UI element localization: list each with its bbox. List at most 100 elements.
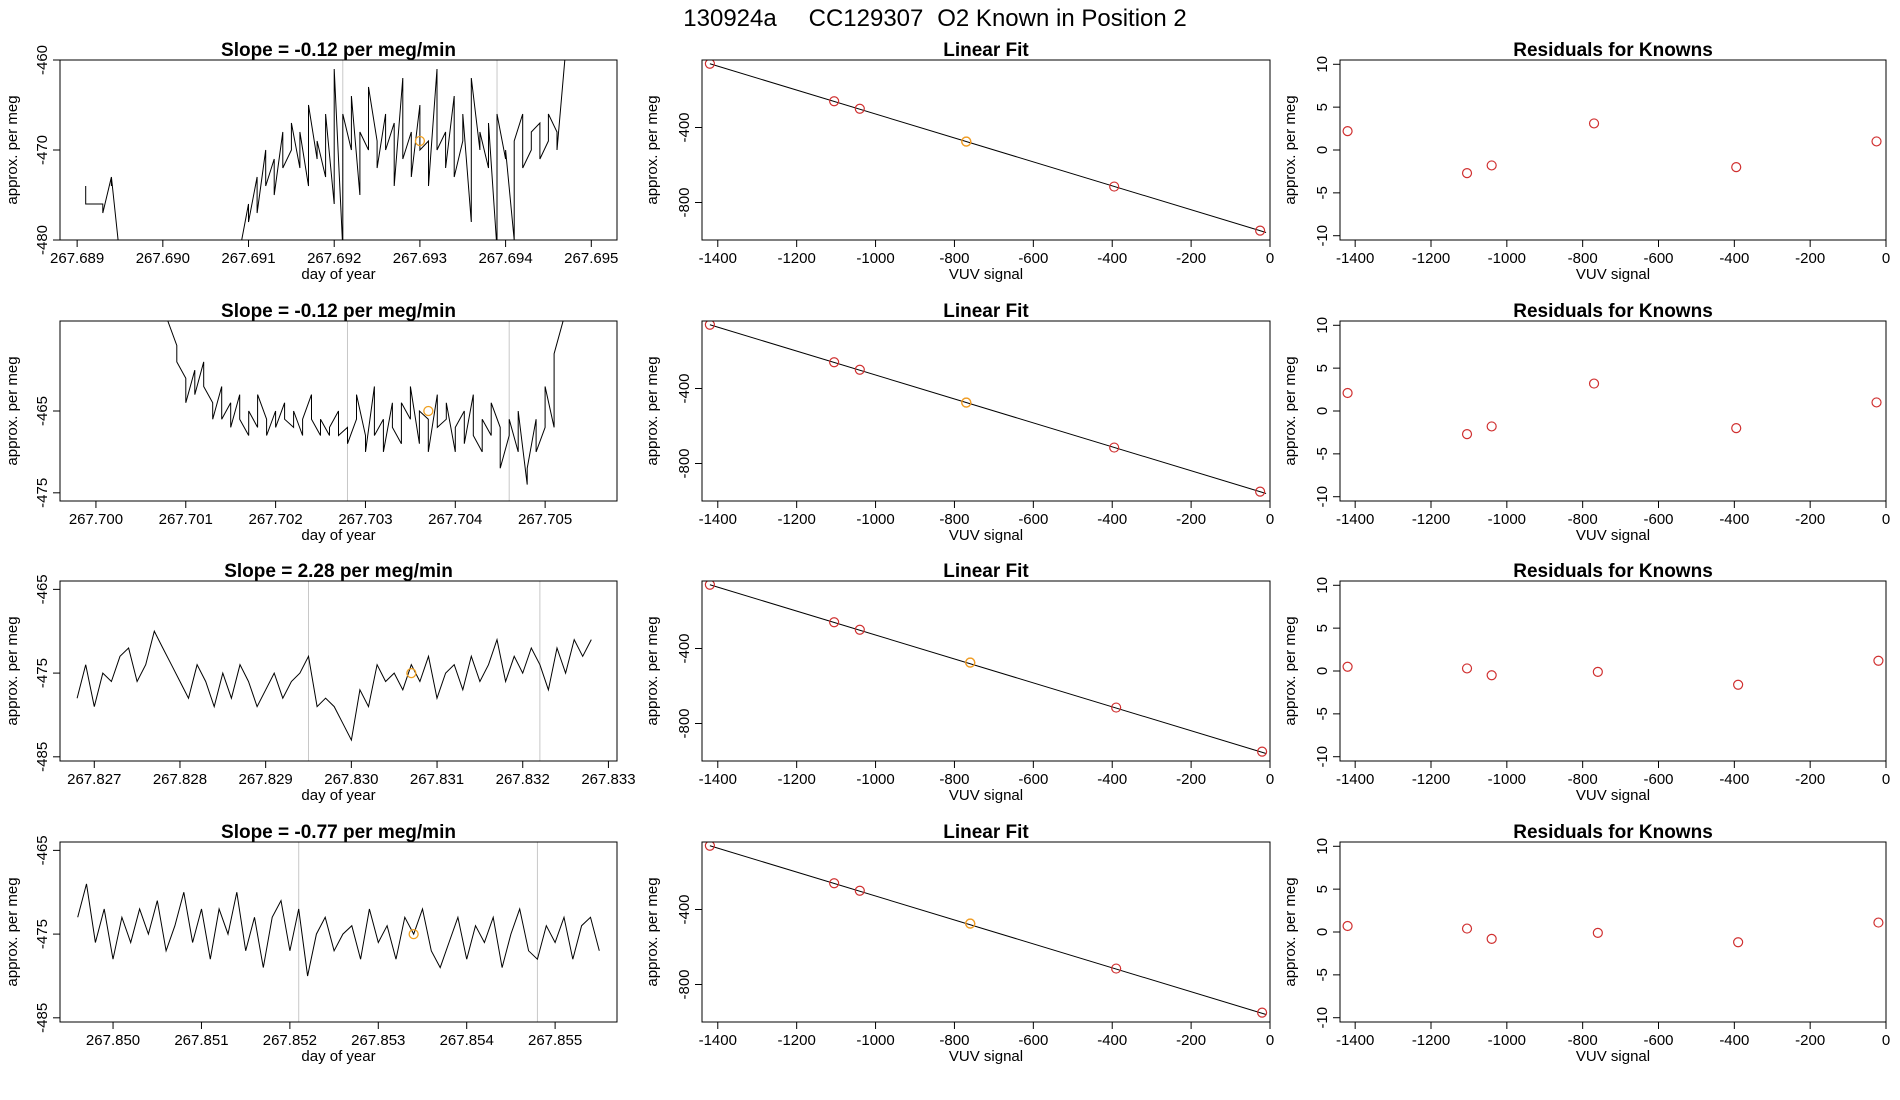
- highlight-point: [408, 928, 419, 940]
- y-tick-label: 5: [1314, 103, 1331, 111]
- x-tick-label: 267.853: [351, 1032, 405, 1049]
- x-tick-label: -400: [1097, 771, 1127, 788]
- panel-title: Slope = -0.77 per meg/min: [221, 822, 456, 843]
- x-tick-label: 267.831: [410, 771, 464, 788]
- panel-residuals-row4: Residuals for Knowns-1400 -1200 -1000 -800-…: [1282, 822, 1890, 1065]
- x-axis-label: VUV signal: [1576, 1048, 1650, 1065]
- data-point: [1461, 429, 1473, 440]
- y-tick-label: -465: [34, 396, 51, 426]
- y-tick-label: -800: [676, 969, 693, 999]
- data-point: [1342, 661, 1353, 672]
- data-point: [1461, 663, 1473, 674]
- y-tick-label: -10: [1314, 1007, 1331, 1029]
- x-tick-label: 267.695: [564, 250, 618, 267]
- x-tick-label: -1400: [1336, 1032, 1374, 1049]
- y-axis-label: approx. per meg: [644, 95, 661, 204]
- x-tick-label: -600: [1018, 250, 1048, 267]
- drift-series-line: [167, 321, 564, 485]
- y-tick-label: 10: [1314, 56, 1331, 73]
- x-tick-label: -1200: [777, 511, 815, 528]
- y-tick-label: -5: [1314, 968, 1331, 981]
- plot-frame: [1339, 59, 1887, 241]
- highlight-point: [961, 136, 972, 147]
- plot-frame: [701, 580, 1271, 762]
- x-tick-label: 267.692: [307, 250, 361, 267]
- y-tick-label: -5: [1314, 447, 1331, 460]
- x-tick-label: -600: [1643, 511, 1673, 528]
- drift-series-line: [76, 629, 592, 742]
- x-tick-label: -1400: [699, 771, 737, 788]
- x-tick-label: -1200: [777, 771, 815, 788]
- data-point: [1109, 442, 1120, 453]
- x-tick-label: -200: [1795, 1032, 1825, 1049]
- y-tick-label: 10: [1314, 577, 1331, 594]
- x-tick-label: 267.694: [478, 250, 532, 267]
- fit-line: [709, 584, 1267, 754]
- y-tick-label: 0: [1314, 407, 1331, 415]
- plot-frame: [59, 59, 618, 241]
- data-point: [1111, 963, 1122, 974]
- plot-frame: [701, 320, 1271, 502]
- x-tick-label: 267.833: [581, 771, 635, 788]
- y-axis-label: approx. per meg: [4, 356, 21, 465]
- data-point: [1255, 486, 1266, 497]
- y-axis-label: approx. per meg: [1282, 356, 1299, 465]
- plot-frame: [59, 841, 618, 1023]
- x-tick-label: -1200: [777, 250, 815, 267]
- y-tick-label: -400: [676, 633, 693, 663]
- y-tick-label: -800: [676, 187, 693, 217]
- plot-area: [704, 842, 1268, 1018]
- x-tick-label: 0: [1882, 511, 1890, 528]
- main-title-cylinder: CC129307: [809, 5, 924, 32]
- highlight-point: [406, 667, 417, 679]
- plot-area: [1342, 917, 1884, 948]
- x-tick-label: -400: [1097, 1032, 1127, 1049]
- data-point: [1873, 917, 1884, 928]
- x-tick-label: 267.700: [69, 511, 123, 528]
- x-tick-label: -200: [1795, 250, 1825, 267]
- x-tick-label: -1400: [699, 1032, 737, 1049]
- y-tick-label: 5: [1314, 624, 1331, 632]
- data-point: [1255, 225, 1266, 236]
- panel-fit-row3: Linear Fit -1400 -1200 -1000 -800 -600 -400 -20…: [644, 561, 1274, 804]
- x-tick-label: -1000: [856, 250, 894, 267]
- x-tick-label: 267.832: [496, 771, 550, 788]
- x-tick-label: 267.691: [221, 250, 275, 267]
- panel-residuals-row3: Residuals for Knowns-1400 -1200 -1000 -800-…: [1282, 561, 1890, 804]
- panel-title: Residuals for Knowns: [1513, 40, 1713, 61]
- y-tick-label: -460: [34, 45, 51, 75]
- plot-frame: [59, 580, 618, 762]
- plot-frame: [59, 320, 618, 502]
- x-tick-label: 267.850: [86, 1032, 140, 1049]
- data-point: [1486, 933, 1497, 944]
- y-axis-label: approx. per meg: [1282, 616, 1299, 725]
- data-point: [704, 321, 715, 330]
- drift-series-line: [77, 883, 600, 977]
- x-tick-label: 0: [1266, 771, 1274, 788]
- data-point: [1461, 923, 1473, 934]
- x-tick-label: -1400: [699, 250, 737, 267]
- panel-title: Linear Fit: [943, 561, 1029, 582]
- x-tick-label: 267.855: [528, 1032, 582, 1049]
- x-axis-label: VUV signal: [949, 266, 1023, 283]
- panel-fit-row2: Linear Fit -1400 -1200 -1000 -800 -600 -400 -20…: [644, 301, 1274, 544]
- x-tick-label: -200: [1176, 250, 1206, 267]
- plot-area: [85, 60, 566, 240]
- x-tick-label: 267.704: [428, 511, 482, 528]
- fit-line: [709, 845, 1267, 1015]
- y-tick-label: -5: [1314, 186, 1331, 199]
- x-tick-label: -1000: [856, 771, 894, 788]
- y-tick-label: -485: [34, 742, 51, 772]
- y-tick-label: -800: [676, 708, 693, 738]
- y-tick-label: 0: [1314, 667, 1331, 675]
- panel-title: Linear Fit: [943, 40, 1029, 61]
- data-point: [1588, 118, 1600, 129]
- x-tick-label: -1400: [1336, 511, 1374, 528]
- x-tick-label: -600: [1018, 511, 1048, 528]
- x-axis-label: VUV signal: [949, 787, 1023, 804]
- x-tick-label: 267.852: [263, 1032, 317, 1049]
- plot-area: [167, 321, 564, 501]
- x-axis-label: day of year: [301, 266, 375, 283]
- plot-frame: [1339, 320, 1887, 502]
